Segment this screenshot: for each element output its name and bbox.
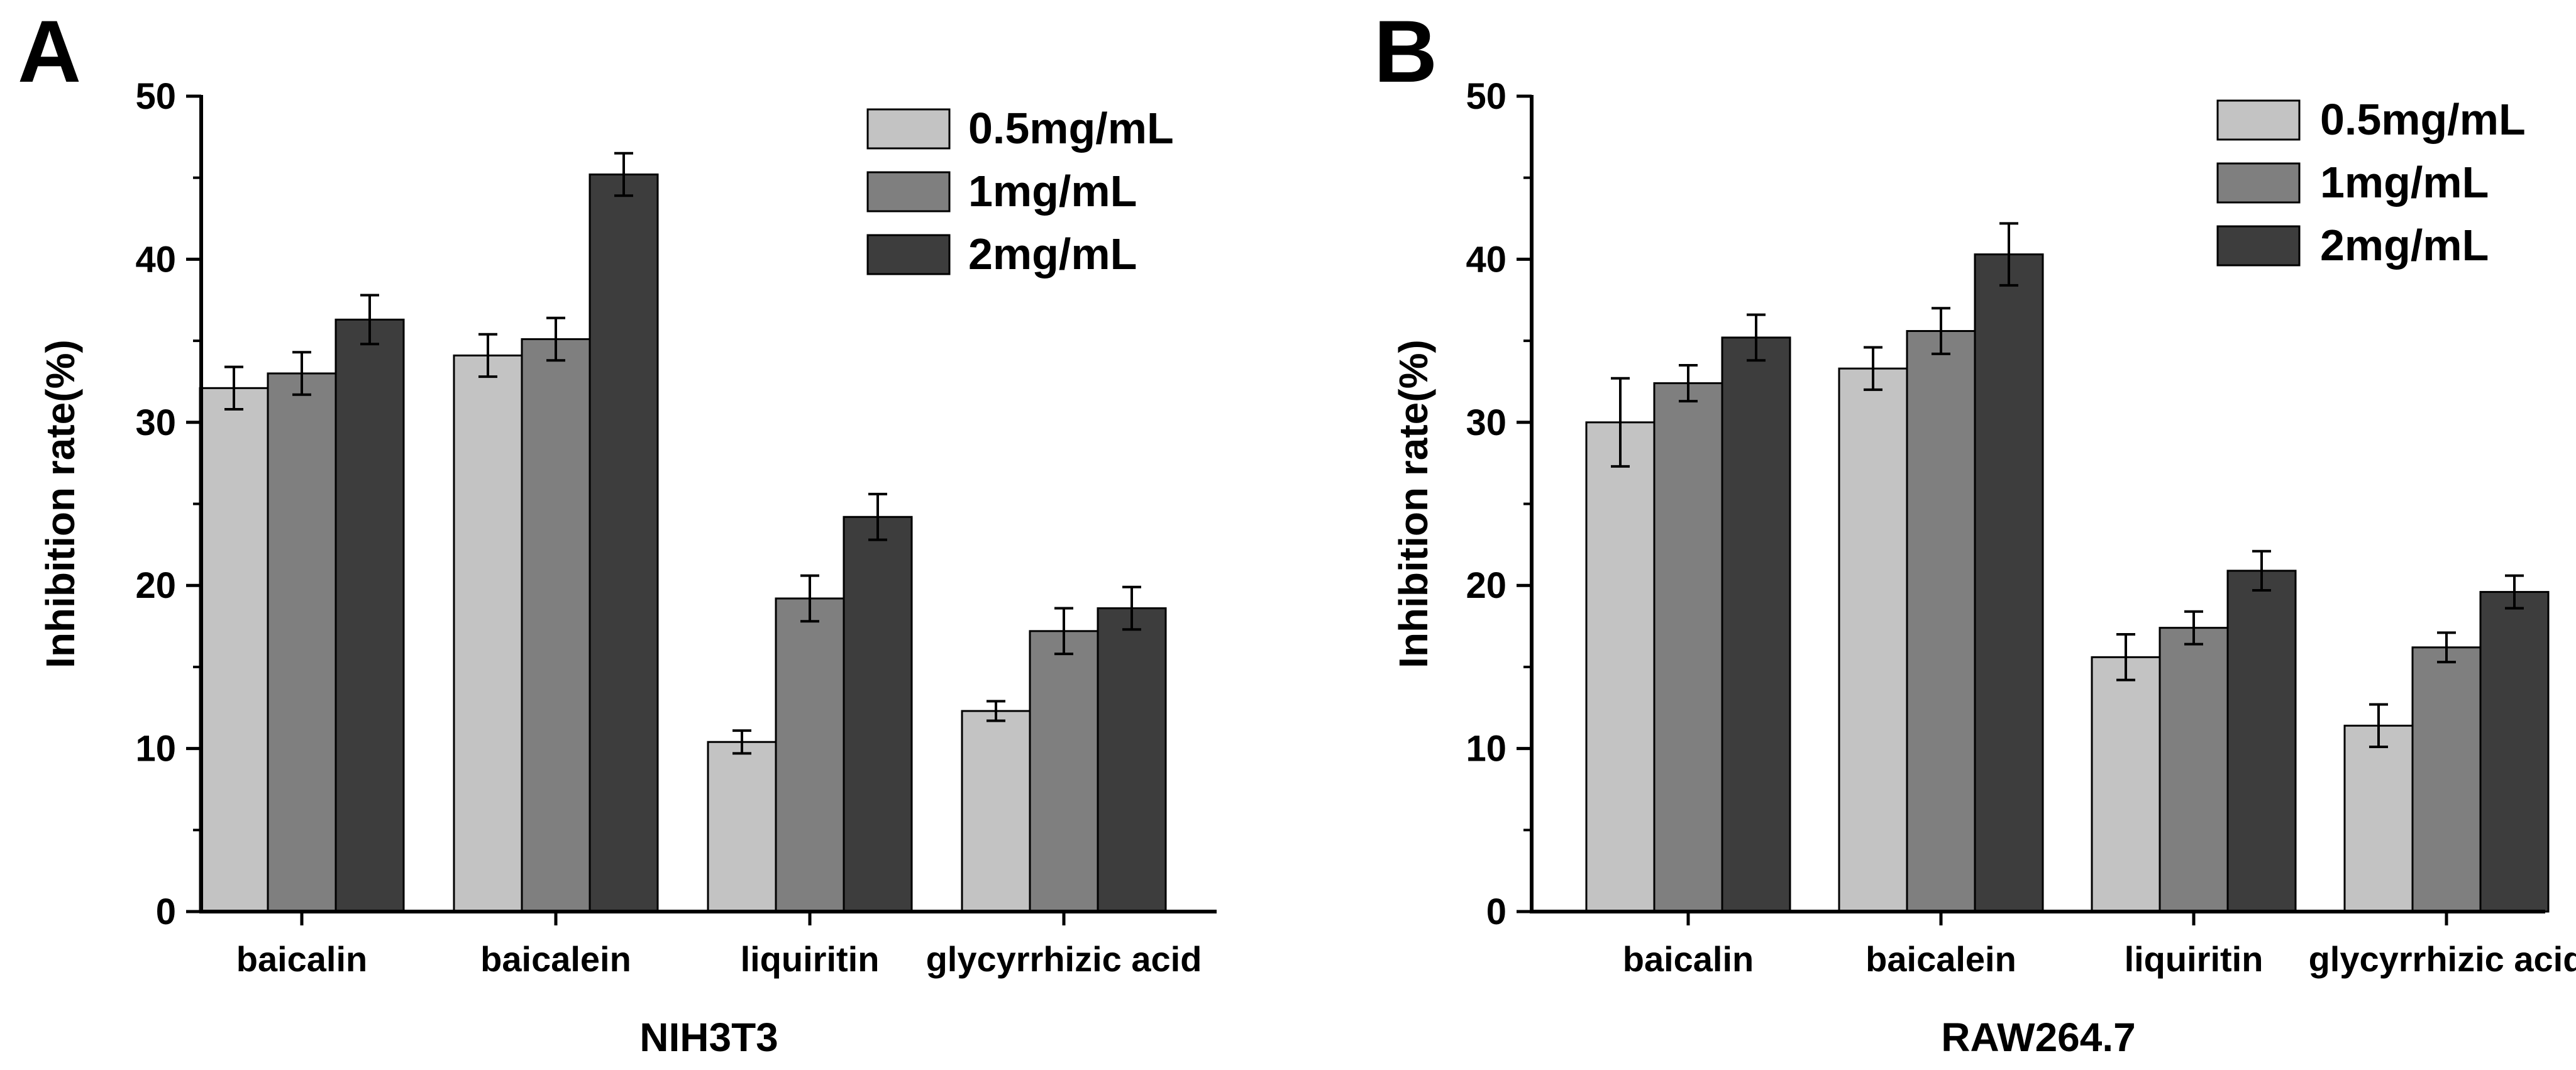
panel-b-x-axis-title: RAW264.7 bbox=[1941, 1015, 2135, 1060]
panel-b-bar bbox=[2226, 570, 2297, 913]
panel-a-category-label: glycyrrhizic acid bbox=[926, 939, 1202, 979]
panel-b-bar bbox=[1585, 421, 1656, 913]
panel-b-bar bbox=[2479, 591, 2550, 913]
panel-b-category-label: liquiritin bbox=[2125, 939, 2264, 979]
panel-a-bar bbox=[707, 741, 777, 913]
panel-a-bar bbox=[843, 516, 913, 913]
panel-b-y-tick-label: 40 bbox=[1466, 239, 1506, 280]
panel-b-category-label: baicalin bbox=[1623, 939, 1754, 979]
panel-b-bar bbox=[1974, 253, 2044, 913]
panel-a-bar bbox=[267, 372, 337, 913]
panel-a-bar bbox=[521, 338, 591, 913]
panel-a-legend-swatch bbox=[866, 234, 951, 275]
panel-b-category-label: baicalein bbox=[1866, 939, 2016, 979]
panel-a-category-label: baicalein bbox=[480, 939, 631, 979]
panel-b-y-tick-label: 30 bbox=[1466, 402, 1506, 443]
panel-b-bar bbox=[2091, 656, 2161, 913]
panel-b-y-tick-label: 0 bbox=[1486, 891, 1506, 932]
panel-a-legend-label: 2mg/mL bbox=[968, 229, 1137, 279]
panel-b-legend-swatch bbox=[2216, 225, 2301, 267]
panel-a-bar bbox=[334, 318, 405, 913]
panel-b-y-axis-title: Inhibition rate(%) bbox=[1391, 339, 1436, 668]
panel-b-legend-swatch bbox=[2216, 162, 2301, 204]
panel-b-bar bbox=[2159, 627, 2229, 913]
panel-b-y-tick-label: 20 bbox=[1466, 565, 1506, 606]
panel-a-y-tick-label: 30 bbox=[135, 402, 176, 443]
panel-b-bar bbox=[2411, 646, 2482, 913]
panel-a-bar bbox=[1029, 630, 1099, 913]
panel-a-y-tick-label: 20 bbox=[135, 565, 176, 606]
panel-a-y-tick-label: 0 bbox=[156, 891, 176, 932]
panel-b-bar bbox=[1906, 330, 1976, 913]
panel-a-legend-label: 1mg/mL bbox=[968, 167, 1137, 216]
panel-b-letter: B bbox=[1374, 2, 1437, 101]
panel-a-legend-label: 0.5mg/mL bbox=[968, 104, 1174, 153]
panel-b-legend-swatch bbox=[2216, 99, 2301, 141]
panel-b-bar bbox=[2343, 724, 2414, 913]
panel-b-legend-label: 0.5mg/mL bbox=[2320, 95, 2526, 144]
panel-a-bar bbox=[453, 354, 523, 913]
panel-a-category-label: liquiritin bbox=[741, 939, 880, 979]
panel-b-bar bbox=[1653, 382, 1723, 913]
panel-a-bar bbox=[1097, 607, 1167, 913]
panel-a-bar bbox=[775, 597, 845, 913]
panel-b-y-tick-label: 50 bbox=[1466, 76, 1506, 117]
panel-a-letter: A bbox=[18, 2, 81, 101]
panel-a-bar bbox=[961, 710, 1031, 913]
panel-a-y-tick-label: 10 bbox=[135, 729, 176, 769]
panel-a-y-tick-label: 40 bbox=[135, 239, 176, 280]
panel-b-legend-label: 1mg/mL bbox=[2320, 158, 2489, 207]
panel-b-bar bbox=[1721, 336, 1791, 913]
panel-a-legend-swatch bbox=[866, 108, 951, 150]
panel-b-legend-label: 2mg/mL bbox=[2320, 221, 2489, 270]
panel-a-y-axis-title: Inhibition rate(%) bbox=[38, 339, 83, 668]
panel-a-y-tick-label: 50 bbox=[135, 76, 176, 117]
panel-b-bar bbox=[1838, 367, 1908, 913]
panel-a-bar bbox=[199, 387, 269, 913]
panel-b-category-label: glycyrrhizic acid bbox=[2309, 939, 2576, 979]
panel-a-category-label: baicalin bbox=[236, 939, 368, 979]
panel-a-x-axis-title: NIH3T3 bbox=[639, 1015, 778, 1060]
panel-a-legend-swatch bbox=[866, 171, 951, 212]
panel-b-y-tick-label: 10 bbox=[1466, 729, 1506, 769]
panel-a-bar bbox=[589, 174, 659, 913]
